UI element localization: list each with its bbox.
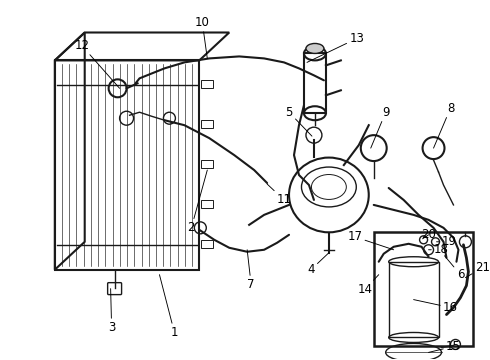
Text: 12: 12 — [74, 39, 120, 88]
Text: 17: 17 — [347, 230, 393, 250]
Text: 1: 1 — [159, 275, 178, 339]
Text: 18: 18 — [429, 243, 449, 256]
Bar — [389, 262, 439, 337]
Text: 11: 11 — [267, 184, 292, 206]
Text: 2: 2 — [188, 170, 207, 234]
Text: 10: 10 — [195, 16, 210, 58]
Text: 15: 15 — [429, 340, 461, 353]
Text: 13: 13 — [307, 32, 364, 62]
Text: 16: 16 — [414, 300, 458, 314]
Bar — [201, 80, 213, 88]
Text: 21: 21 — [466, 261, 490, 278]
Bar — [55, 60, 199, 270]
Text: 14: 14 — [357, 275, 379, 296]
Text: 7: 7 — [247, 250, 255, 291]
Bar — [201, 160, 213, 168]
Ellipse shape — [306, 44, 324, 53]
Text: 6: 6 — [444, 256, 464, 281]
Text: 3: 3 — [108, 289, 115, 334]
Text: 20: 20 — [421, 228, 436, 241]
Bar — [304, 53, 326, 113]
Text: 9: 9 — [371, 106, 390, 148]
Bar — [201, 200, 213, 208]
Bar — [201, 240, 213, 248]
Bar — [201, 120, 213, 128]
Bar — [374, 232, 473, 346]
Text: 5: 5 — [285, 106, 312, 136]
Text: 19: 19 — [437, 235, 457, 248]
Text: 8: 8 — [434, 102, 454, 148]
Text: 4: 4 — [307, 253, 329, 276]
